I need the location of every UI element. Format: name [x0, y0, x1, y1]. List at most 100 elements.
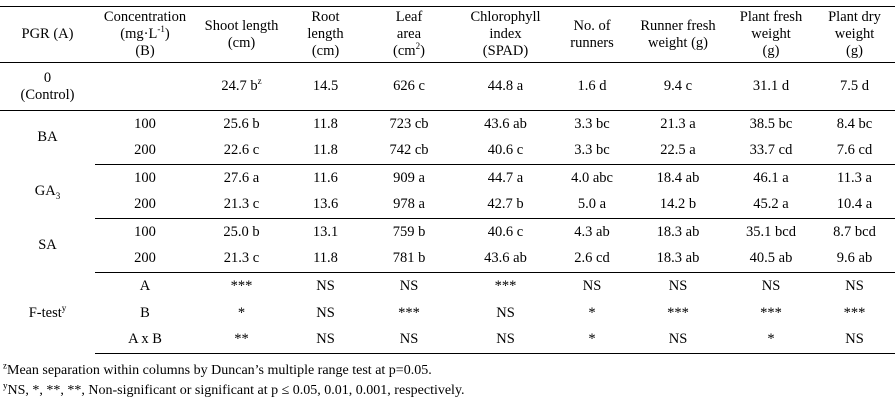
rfw-cell: NS	[628, 326, 728, 354]
chl-cell: 44.7 a	[487, 169, 524, 186]
col-header-concentration: Concentration (mg·L-1) (B)	[95, 6, 195, 63]
footnote-z: zMean separation within columns by Dunca…	[3, 360, 432, 378]
factor-cell: A	[139, 277, 151, 294]
ftest-row: F-testy A *** NS NS *** NS NS NS NS	[0, 273, 895, 321]
pfw-cell: 40.5 ab	[728, 245, 814, 273]
col-header-runner-fresh-weight: Runner fresh weight (g)	[628, 6, 728, 63]
shoot-cell: **	[195, 326, 288, 354]
pdw-cell: ***	[843, 304, 866, 321]
pfw-cell: NS	[761, 277, 781, 294]
leaf-cell: 781 b	[363, 245, 455, 273]
col-header-shoot-length: Shoot length (cm)	[195, 6, 288, 63]
conc-cell: 200	[95, 137, 195, 165]
rfw-cell: 21.3 a	[660, 115, 696, 132]
table-row-control: 0 (Control) 24.7 bz 14.5 626 c 44.8 a 1.6…	[0, 62, 895, 111]
leaf-cell: 759 b	[392, 223, 426, 240]
ftest-row: B * NS *** NS * *** *** ***	[0, 300, 895, 327]
pdw-cell: 10.4 a	[814, 191, 895, 219]
table-row: SA 100 25.0 b 13.1 759 b 40.6 c 4.3 ab 1…	[0, 219, 895, 253]
table-row: 200 21.3 c 13.6 978 a 42.7 b 5.0 a 14.2 …	[0, 191, 895, 219]
leaf-cell: ***	[398, 304, 420, 321]
header-row: PGR (A) Concentration (mg·L-1) (B) Shoot…	[0, 6, 895, 63]
root-cell: 11.8	[288, 137, 363, 165]
conc-cell: 100	[134, 115, 156, 132]
col-header-leaf-area: Leaf area (cm2)	[363, 6, 455, 63]
pdw-cell: 7.6 cd	[814, 137, 895, 165]
chl-cell: 43.6 ab	[455, 245, 556, 273]
pfw-cell: *	[728, 326, 814, 354]
root-cell: 11.8	[288, 245, 363, 273]
chl-cell: 40.6 c	[487, 223, 524, 240]
col-header-root-length: Root length (cm)	[288, 6, 363, 63]
chl-cell: NS	[455, 326, 556, 354]
leaf-cell: NS	[363, 326, 455, 354]
root-cell: NS	[316, 304, 335, 321]
pfw-cell: 38.5 bc	[749, 115, 793, 132]
table-row: 200 21.3 c 11.8 781 b 43.6 ab 2.6 cd 18.…	[0, 245, 895, 273]
shoot-cell: 24.7 bz	[195, 62, 288, 111]
conc-cell: 200	[95, 191, 195, 219]
pdw-cell: 9.6 ab	[814, 245, 895, 273]
shoot-cell: 25.6 b	[223, 115, 260, 132]
root-cell: 11.6	[313, 169, 338, 186]
root-cell: NS	[316, 277, 335, 294]
shoot-cell: 25.0 b	[223, 223, 260, 240]
pgr-cell: GA3	[34, 183, 61, 201]
conc-cell: 100	[134, 223, 156, 240]
factor-cell: B	[140, 304, 150, 321]
leaf-cell: 742 cb	[363, 137, 455, 165]
chl-cell: 42.7 b	[455, 191, 556, 219]
pfw-cell: 46.1 a	[753, 169, 789, 186]
runners-cell: 3.3 bc	[574, 115, 610, 132]
rfw-cell: 18.3 ab	[628, 245, 728, 273]
pgr-cell: SA	[38, 237, 57, 253]
runners-cell: 4.3 ab	[574, 223, 610, 240]
rfw-cell: 18.4 ab	[656, 169, 700, 186]
rfw-cell: 18.3 ab	[656, 223, 700, 240]
runners-cell: *	[556, 326, 628, 354]
runners-cell: *	[588, 304, 596, 321]
col-header-chlorophyll: Chlorophyll index (SPAD)	[455, 6, 556, 63]
ftest-row: A x B ** NS NS NS * NS * NS	[0, 326, 895, 354]
pdw-cell: 7.5 d	[814, 62, 895, 111]
leaf-cell: NS	[399, 277, 419, 294]
runners-cell: 4.0 abc	[571, 169, 613, 186]
col-header-runners: No. of runners	[556, 6, 628, 63]
conc-cell: 100	[134, 169, 156, 186]
rfw-cell: 14.2 b	[628, 191, 728, 219]
pdw-cell: NS	[814, 326, 895, 354]
col-header-plant-dry-weight: Plant dry weight (g)	[814, 6, 895, 63]
chl-cell: 43.6 ab	[484, 115, 527, 132]
chl-cell: ***	[494, 277, 517, 294]
rfw-cell: 9.4 c	[628, 62, 728, 111]
pdw-cell: 8.4 bc	[836, 115, 873, 132]
root-cell: 13.1	[312, 223, 339, 240]
conc-cell	[95, 62, 195, 111]
shoot-cell: *	[237, 304, 246, 321]
root-cell: 11.8	[313, 115, 338, 132]
rfw-cell: NS	[668, 277, 688, 294]
table-row: BA 100 25.6 b 11.8 723 cb 43.6 ab 3.3 bc…	[0, 111, 895, 146]
shoot-cell: 27.6 a	[223, 169, 260, 186]
root-cell: NS	[288, 326, 363, 354]
leaf-cell: 978 a	[363, 191, 455, 219]
root-cell: 14.5	[288, 62, 363, 111]
col-header-pgr: PGR (A)	[0, 6, 95, 63]
chl-cell: 40.6 c	[455, 137, 556, 165]
pgr-cell: 0 (Control)	[0, 62, 95, 111]
shoot-cell: 22.6 c	[195, 137, 288, 165]
ftest-label: F-testy	[28, 302, 67, 321]
runners-cell: 5.0 a	[556, 191, 628, 219]
table-row: 200 22.6 c 11.8 742 cb 40.6 c 3.3 bc 22.…	[0, 137, 895, 165]
rfw-cell: 22.5 a	[628, 137, 728, 165]
chl-cell: 44.8 a	[455, 62, 556, 111]
results-table: PGR (A) Concentration (mg·L-1) (B) Shoot…	[0, 6, 895, 354]
pdw-cell: 11.3 a	[837, 169, 872, 186]
pfw-cell: 35.1 bcd	[746, 223, 796, 240]
pfw-cell: 31.1 d	[728, 62, 814, 111]
root-cell: 13.6	[288, 191, 363, 219]
pfw-cell: 33.7 cd	[728, 137, 814, 165]
col-header-plant-fresh-weight: Plant fresh weight (g)	[728, 6, 814, 63]
runners-cell: 3.3 bc	[556, 137, 628, 165]
runners-cell: 2.6 cd	[556, 245, 628, 273]
